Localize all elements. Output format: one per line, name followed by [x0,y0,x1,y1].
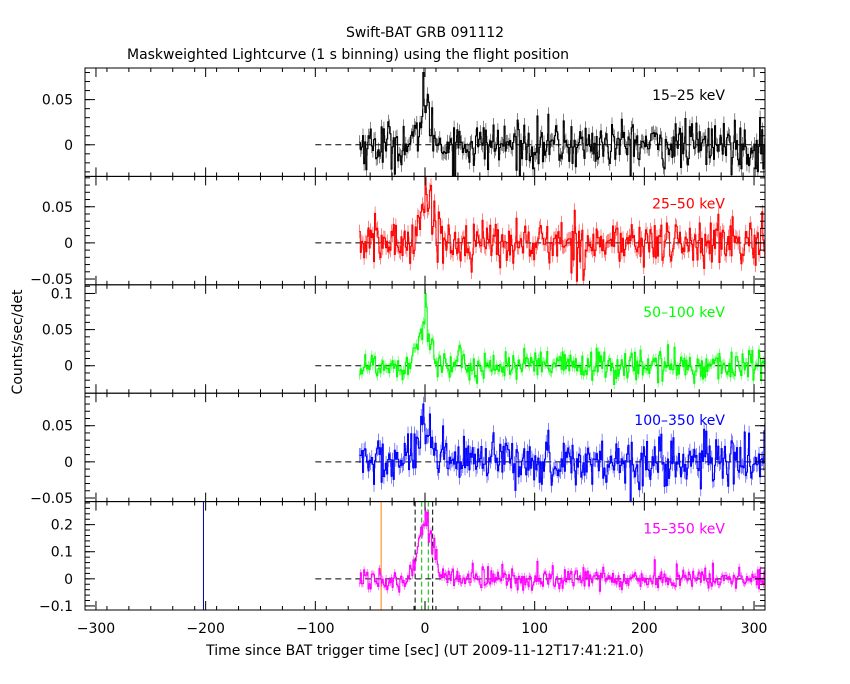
panel-4: −0.05 0 0.05 100–350 keV [30,392,766,507]
y-tick-label: 0.1 [51,286,73,302]
series-label: 25–50 keV [652,196,725,212]
panels: 0 0.05 15–25 keV −0.05 0 0.05 25–50 keV 0 0.05 0.… [30,67,768,637]
y-tick-label: 0 [64,572,73,588]
x-tick-label: 0 [421,621,430,637]
y-tick-label: 0.1 [51,545,73,561]
y-tick-label: 0.05 [42,419,73,435]
x-tick-label: −300 [77,621,115,637]
y-tick-label: 0.05 [42,323,73,339]
x-tick-label: −200 [186,621,224,637]
panel-5: −0.1 0 0.1 0.2 15–350 keV [39,501,766,615]
y-tick-label: 0 [64,455,73,471]
panel-2: −0.05 0 0.05 25–50 keV [30,175,766,288]
x-tick-label: −100 [296,621,334,637]
series-label: 100–350 keV [634,413,725,429]
y-tick-label: −0.05 [30,272,73,288]
y-tick-label: 0.05 [42,93,73,109]
x-tick-label: 100 [521,621,548,637]
y-tick-label: 0.05 [42,200,73,216]
series-line [359,293,765,385]
x-axis-label: Time since BAT trigger time [sec] (UT 20… [205,643,644,659]
series-label: 50–100 keV [643,305,725,321]
series-line [359,403,765,503]
x-tick-label: 200 [631,621,658,637]
chart-title: Swift-BAT GRB 091112 [346,25,504,41]
series-error-bars [359,68,765,177]
series-line [359,72,765,177]
series-label: 15–25 keV [652,88,725,104]
y-tick-label: 0 [64,236,73,252]
chart-subtitle: Maskweighted Lightcurve (1 s binning) us… [127,47,569,63]
y-tick-label: −0.1 [39,599,73,615]
series-label: 15–350 keV [643,522,725,538]
y-tick-label: −0.05 [30,491,73,507]
series-line [359,510,765,593]
y-tick-label: 0 [64,138,73,154]
y-tick-label: 0.2 [51,518,73,534]
y-tick-label: 0 [64,359,73,375]
x-tick-label: 300 [741,621,768,637]
panel-3: 0 0.05 0.1 50–100 keV [42,284,766,394]
series-line [359,177,765,282]
y-axis-label: Counts/sec/det [10,289,26,394]
panel-frame [84,392,766,503]
panel-1: 0 0.05 15–25 keV [42,67,766,177]
